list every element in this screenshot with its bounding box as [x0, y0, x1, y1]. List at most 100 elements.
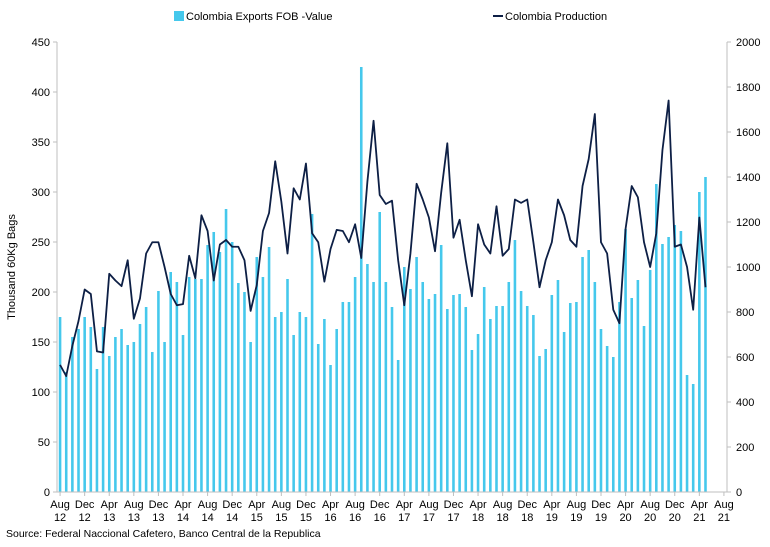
- bar-exports: [230, 242, 234, 492]
- bar-exports: [464, 307, 468, 492]
- x-tick-label: Apr 16: [322, 499, 339, 524]
- x-tick-year: 16: [349, 512, 361, 524]
- x-tick-month: Apr: [322, 499, 339, 511]
- bar-exports: [581, 257, 584, 492]
- legend: Colombia Exports FOB -Value Colombia Pro…: [174, 11, 607, 23]
- x-tick-label: Apr 14: [174, 499, 191, 524]
- x-tick-label: Dec 17: [444, 499, 464, 524]
- x-tick-month: Apr: [101, 499, 118, 511]
- y2-tick-label: 600: [736, 352, 754, 364]
- bar-exports: [316, 344, 320, 492]
- bar-exports: [415, 257, 418, 492]
- legend-swatch-exports: [174, 11, 184, 21]
- x-tick-label: Aug 21: [714, 499, 734, 524]
- x-tick-year: 18: [521, 512, 533, 524]
- y2-tick-label: 1600: [736, 127, 760, 139]
- y-tick-label: 250: [32, 237, 50, 249]
- bar-exports: [89, 327, 93, 492]
- bar-exports: [673, 225, 677, 492]
- bar-exports: [341, 302, 345, 492]
- line-series: [59, 99, 707, 378]
- x-tick-label: Aug 15: [272, 499, 292, 524]
- y2-tick-label: 0: [736, 487, 742, 499]
- x-tick-label: Aug 17: [419, 499, 439, 524]
- x-tick-year: 15: [275, 512, 287, 524]
- bar-exports: [685, 375, 689, 492]
- bar-exports: [83, 317, 86, 492]
- bar-exports: [679, 231, 683, 492]
- bar-exports: [630, 298, 634, 492]
- bar-exports: [476, 334, 480, 492]
- y2-tick-label: 1000: [736, 262, 760, 274]
- y2-tick-label: 200: [736, 442, 754, 454]
- y-tick-label: 450: [32, 37, 50, 49]
- x-tick-month: Dec: [149, 499, 169, 511]
- bar-exports: [286, 279, 289, 492]
- bar-exports: [698, 192, 701, 492]
- bar-exports: [568, 303, 572, 492]
- legend-label-exports: Colombia Exports FOB -Value: [186, 11, 333, 23]
- bar-exports: [280, 312, 283, 492]
- x-tick-month: Dec: [296, 499, 316, 511]
- x-tick-month: Apr: [543, 499, 560, 511]
- bar-exports: [224, 209, 228, 492]
- bar-exports: [298, 312, 302, 492]
- x-tick-label: Dec 18: [517, 499, 537, 524]
- x-tick-month: Dec: [517, 499, 537, 511]
- bar-exports: [458, 294, 461, 492]
- source-note: Source: Federal Naccional Cafetero, Banc…: [6, 528, 321, 540]
- bar-exports: [175, 282, 179, 492]
- bar-exports: [366, 264, 369, 492]
- x-tick-year: 14: [201, 512, 213, 524]
- bar-exports: [691, 384, 695, 492]
- y-tick-label: 100: [32, 387, 50, 399]
- bar-exports: [587, 250, 590, 492]
- x-tick-label: Aug 13: [124, 499, 144, 524]
- x-tick-year: 16: [374, 512, 386, 524]
- bar-exports: [556, 280, 560, 492]
- x-tick-year: 17: [423, 512, 435, 524]
- bar-exports: [446, 309, 449, 492]
- bar-exports: [433, 294, 437, 492]
- x-tick-month: Aug: [493, 499, 513, 511]
- bar-exports: [489, 319, 492, 492]
- bar-exports: [495, 306, 498, 492]
- x-tick-year: 17: [398, 512, 410, 524]
- x-tick-month: Dec: [75, 499, 95, 511]
- y2-tick-label: 1200: [736, 217, 760, 229]
- x-tick-year: 20: [644, 512, 656, 524]
- x-tick-year: 14: [226, 512, 238, 524]
- bar-exports: [181, 335, 185, 492]
- x-tick-year: 12: [54, 512, 66, 524]
- x-tick-label: Apr 17: [396, 499, 413, 524]
- x-tick-month: Apr: [469, 499, 486, 511]
- bar-exports: [359, 67, 363, 492]
- bar-exports: [655, 184, 658, 492]
- x-tick-year: 14: [177, 512, 189, 524]
- legend-label-production: Colombia Production: [505, 11, 607, 23]
- bar-exports: [304, 317, 308, 492]
- bar-exports: [378, 212, 381, 492]
- x-tick-year: 15: [251, 512, 263, 524]
- bar-exports: [396, 360, 400, 492]
- x-tick-month: Dec: [222, 499, 242, 511]
- x-tick-label: Aug 18: [493, 499, 513, 524]
- bar-exports: [77, 329, 80, 492]
- x-tick-month: Apr: [174, 499, 191, 511]
- x-tick-year: 19: [546, 512, 558, 524]
- x-tick-month: Apr: [396, 499, 413, 511]
- bar-exports: [501, 306, 504, 492]
- bar-exports: [611, 357, 615, 492]
- y-axis-title: Thousand 60Kg Bags: [6, 214, 18, 320]
- bar-exports: [335, 329, 338, 492]
- bar-exports: [273, 317, 277, 492]
- x-tick-label: Aug 16: [345, 499, 365, 524]
- x-tick-label: Aug 20: [640, 499, 660, 524]
- bar-exports: [648, 270, 652, 492]
- bar-exports: [58, 317, 62, 492]
- y-tick-label: 0: [44, 487, 50, 499]
- bar-exports: [452, 295, 455, 492]
- bar-exports: [120, 329, 123, 492]
- x-tick-month: Aug: [272, 499, 292, 511]
- bar-exports: [255, 257, 259, 492]
